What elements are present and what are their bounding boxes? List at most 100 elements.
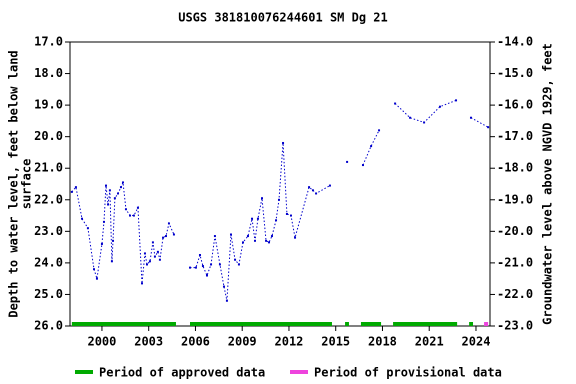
y2-label: Groundwater level above NGVD 1929, feet	[541, 43, 555, 325]
data-point	[311, 189, 314, 192]
data-point	[213, 235, 216, 238]
y-label-line: surface	[20, 159, 34, 210]
data-point	[251, 217, 254, 220]
data-point	[289, 214, 292, 217]
y2-tick-label: -22.0	[497, 287, 533, 301]
period-bar	[345, 322, 349, 326]
data-point	[487, 126, 490, 129]
x-tick-label: 2021	[415, 335, 444, 349]
y2-tick-label: -16.0	[497, 98, 533, 112]
data-point	[455, 99, 458, 102]
y-tick-label: 19.0	[34, 98, 63, 112]
legend-label: Period of provisional data	[314, 366, 502, 380]
data-point	[285, 212, 288, 215]
plot-frame	[69, 41, 491, 327]
data-point	[105, 184, 107, 187]
data-point	[102, 220, 105, 223]
y-tick-label: 24.0	[34, 255, 63, 269]
data-point	[277, 198, 280, 201]
data-point	[234, 258, 237, 261]
data-point	[265, 239, 268, 242]
data-point	[201, 265, 204, 268]
y-tick-label: 18.0	[34, 66, 63, 80]
data-point	[270, 235, 273, 238]
data-point	[124, 208, 127, 211]
x-tick-label: 2000	[87, 335, 116, 349]
x-tick-label: 2006	[181, 335, 210, 349]
data-point	[261, 197, 263, 200]
data-point	[167, 222, 170, 225]
data-point	[95, 277, 98, 280]
data-point	[108, 189, 111, 192]
period-bar	[484, 322, 489, 326]
chart-title: USGS 381810076244601 SM Dg 21	[178, 11, 388, 25]
legend-label: Period of approved data	[99, 366, 265, 380]
data-point	[256, 217, 259, 220]
data-point	[275, 219, 278, 222]
data-point	[112, 239, 115, 242]
data-point	[378, 129, 381, 132]
period-bar	[190, 322, 332, 326]
data-point	[346, 160, 349, 163]
x-tick-label: 2018	[368, 335, 397, 349]
data-point	[222, 285, 225, 288]
data-point	[282, 141, 285, 144]
data-point	[93, 268, 95, 271]
data-point	[81, 217, 83, 220]
data-point	[237, 263, 240, 266]
period-bar	[469, 322, 474, 326]
y-tick-label: 21.0	[34, 161, 63, 175]
data-point	[241, 241, 244, 244]
data-point	[107, 203, 110, 206]
data-point	[113, 197, 116, 200]
data-point	[218, 263, 221, 266]
data-point	[315, 192, 318, 195]
y-tick-label: 23.0	[34, 224, 63, 238]
x-tick-label: 2003	[134, 335, 163, 349]
data-point	[121, 181, 124, 184]
y2-tick-label: -17.0	[497, 129, 533, 143]
y-label-line: Depth to water level, feet below land	[7, 50, 21, 317]
data-point	[153, 255, 156, 258]
data-point	[129, 214, 131, 217]
data-point	[145, 263, 148, 266]
data-point	[141, 282, 143, 285]
data-point	[100, 242, 103, 245]
y2-tick-label: -23.0	[497, 319, 533, 333]
y-tick-label: 22.0	[34, 192, 63, 206]
data-point	[117, 192, 119, 195]
data-point	[210, 263, 213, 266]
data-point	[370, 145, 373, 148]
period-bar	[71, 322, 176, 326]
data-point	[119, 186, 122, 189]
data-point	[189, 266, 191, 269]
data-point	[172, 233, 175, 236]
y2-tick-label: -20.0	[497, 224, 533, 238]
data-point	[143, 252, 146, 255]
y-tick-label: 17.0	[34, 35, 63, 49]
data-point	[361, 164, 364, 167]
data-point	[162, 236, 165, 239]
data-point	[156, 250, 159, 253]
data-point	[268, 241, 271, 244]
data-point	[70, 190, 73, 193]
y-tick-label: 25.0	[34, 287, 63, 301]
data-point	[165, 235, 167, 238]
data-point	[158, 258, 161, 261]
y2-tick-label: -15.0	[497, 66, 533, 80]
x-tick-label: 2009	[228, 335, 257, 349]
data-point	[136, 206, 139, 209]
data-point	[394, 102, 397, 105]
x-tick-label: 2015	[321, 335, 350, 349]
data-point	[225, 299, 228, 302]
data-point	[423, 121, 426, 124]
y2-tick-label: -14.0	[497, 35, 533, 49]
data-point	[86, 227, 89, 230]
data-point	[151, 241, 154, 244]
data-point	[246, 235, 249, 238]
data-point	[110, 260, 113, 263]
y2-tick-label: -18.0	[497, 161, 533, 175]
y2-tick-label: -21.0	[497, 255, 533, 269]
data-point	[409, 116, 412, 119]
data-point	[194, 266, 197, 269]
